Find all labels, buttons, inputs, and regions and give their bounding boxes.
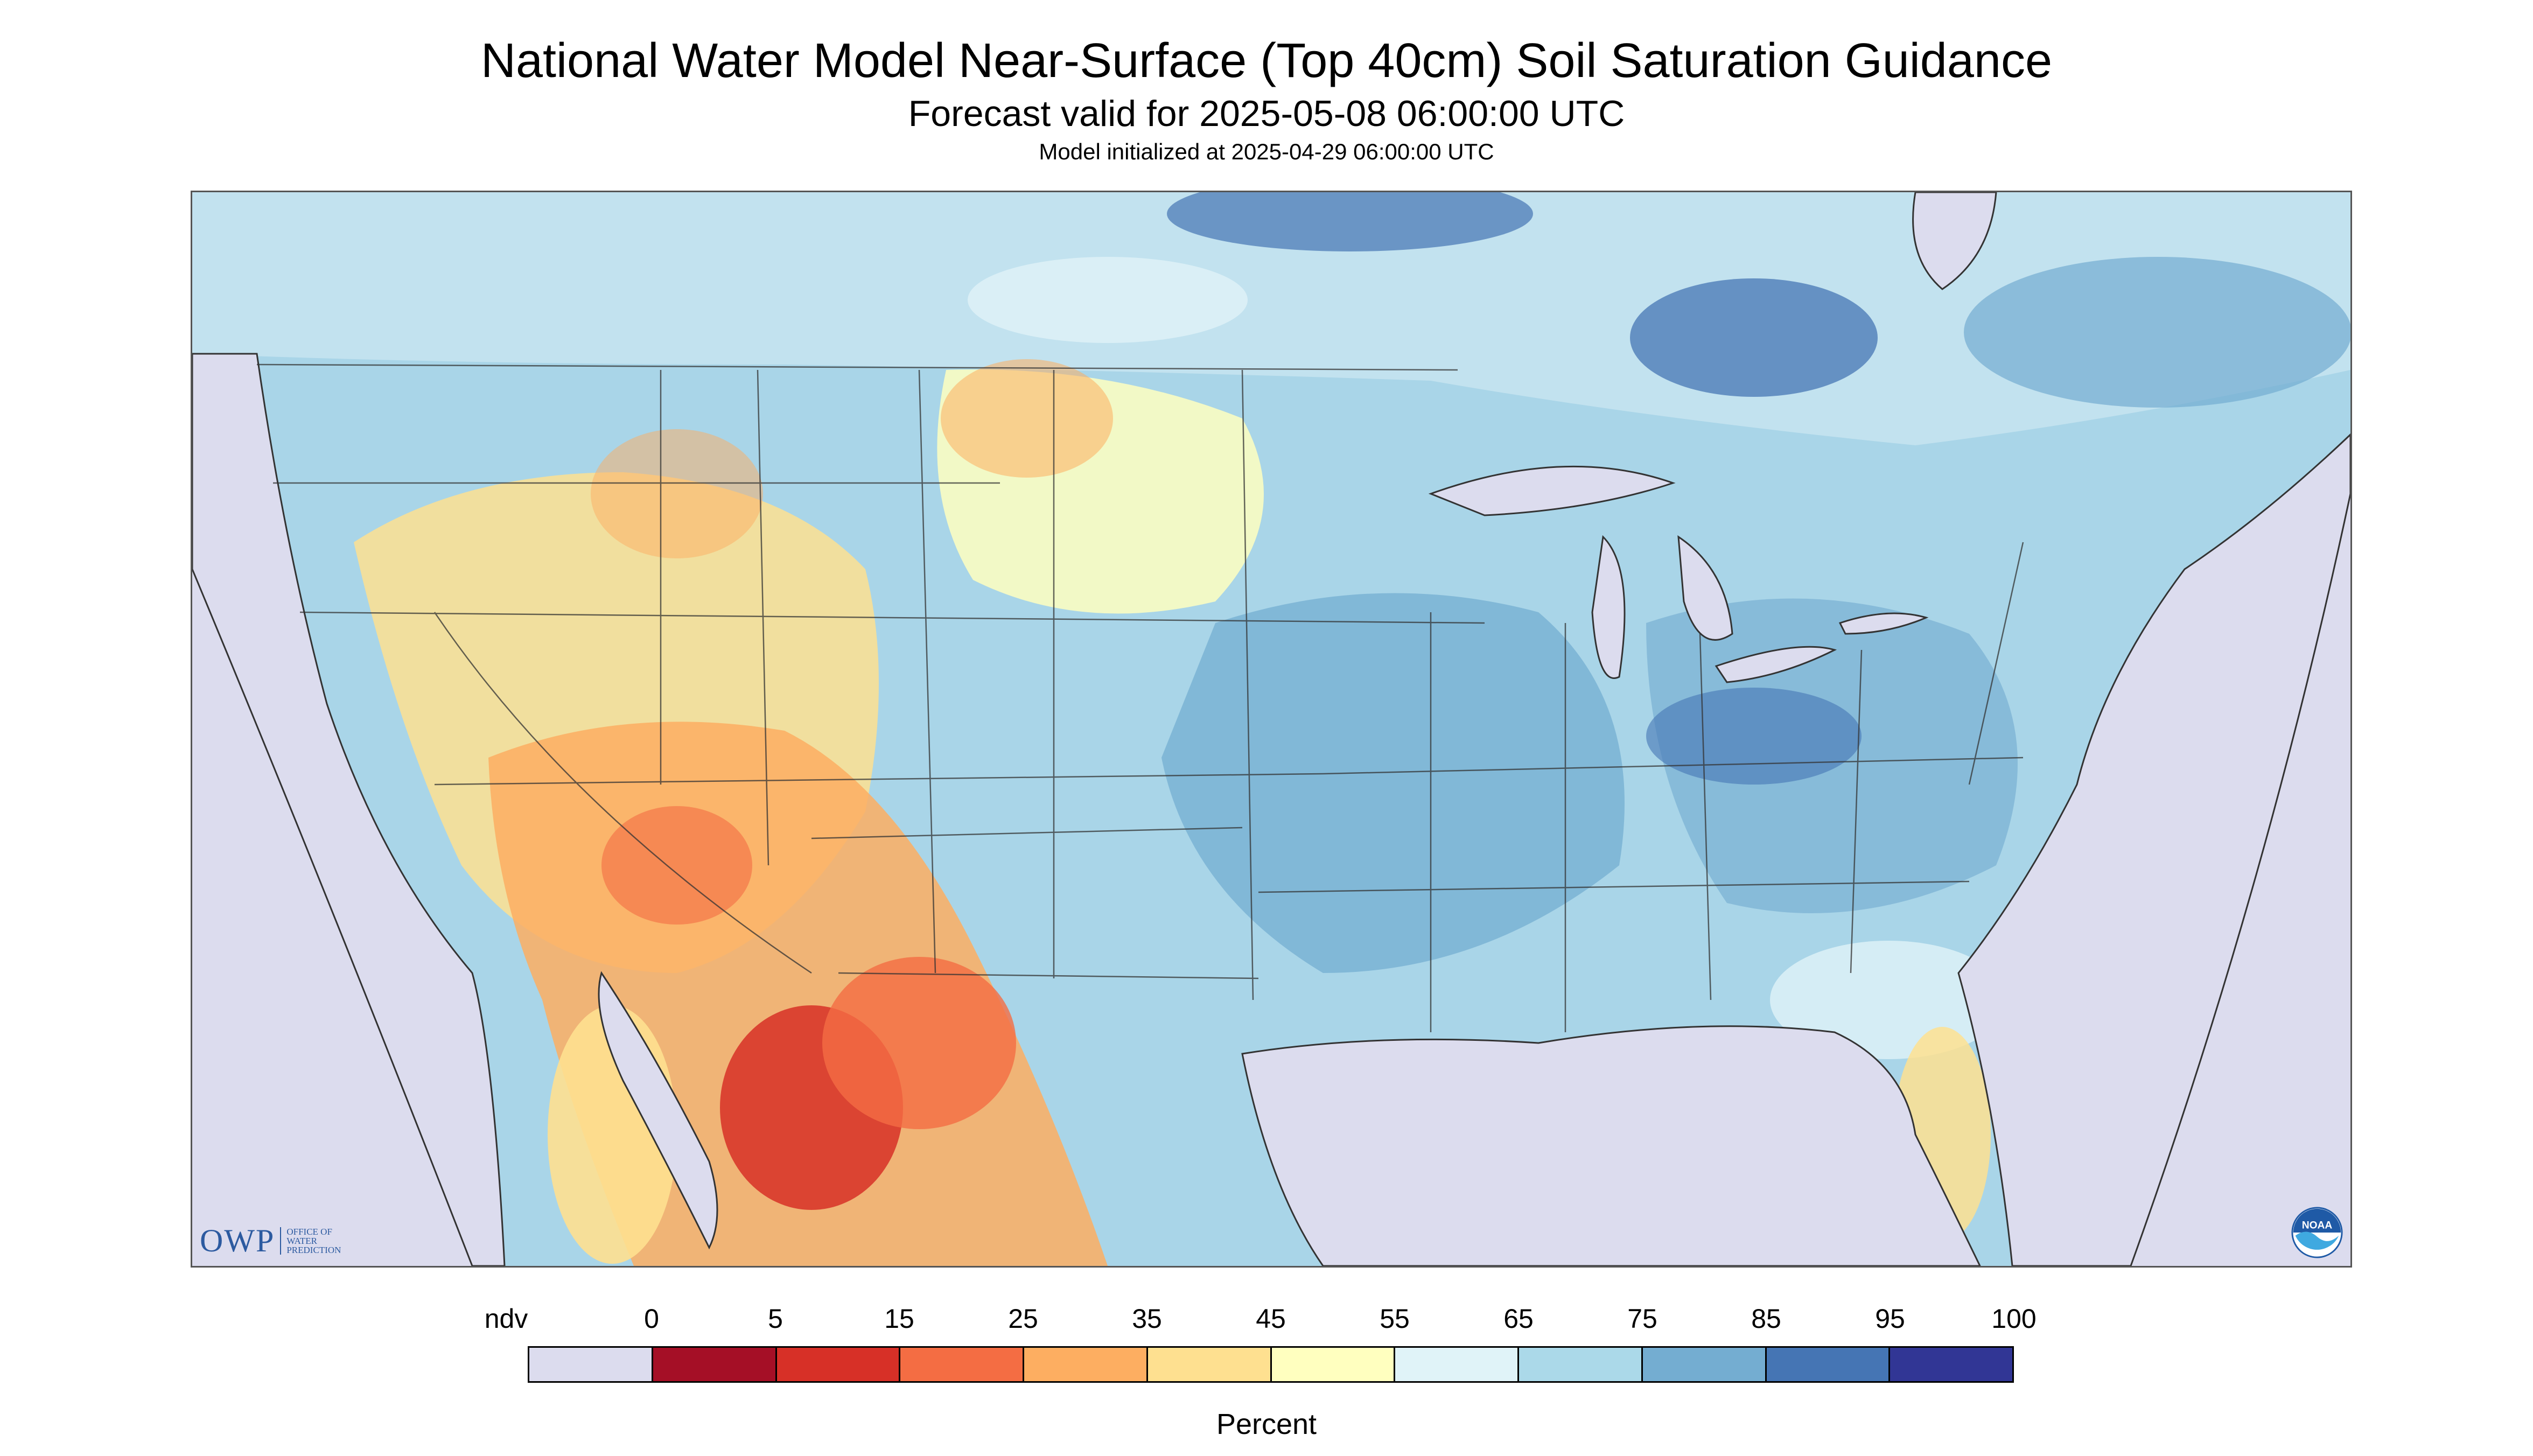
legend-swatch [1890,1348,2012,1381]
owp-logo-text: OWP [200,1223,275,1258]
lake-huron [1677,535,1733,641]
legend-unit-label: Percent [1216,1408,1317,1440]
noaa-logo-text: NOAA [2302,1220,2333,1231]
legend-colorbar [528,1346,2014,1383]
wet-area-ontario [1630,278,1878,397]
legend-swatch [529,1348,653,1381]
legend-tick-label: 55 [1380,1304,1410,1334]
wet-area-hudson [1167,192,1533,251]
model-initialized-subtitle: Model initialized at 2025-04-29 06:00:00… [1039,139,1494,164]
gulf-of-california [598,971,718,1250]
legend-tick-label: 75 [1627,1304,1657,1334]
map-title: National Water Model Near-Surface (Top 4… [480,34,2052,88]
noaa-logo: NOAA [2291,1207,2343,1258]
dry-area-saskatchewan [968,257,1248,343]
dry-area-montana [941,359,1113,478]
map-panel: OWP OFFICE OF WATER PREDICTION NOAA [191,191,2352,1268]
dry-area-arizona [601,806,752,925]
owp-logo-subtext: OFFICE OF WATER PREDICTION [280,1227,362,1255]
wet-area-quebec [1964,257,2350,408]
legend-tick-label: 0 [644,1304,659,1334]
lake-ontario [1838,612,1929,635]
legend-tick-label: 65 [1503,1304,1534,1334]
lake-erie [1715,646,1837,683]
gulf-of-mexico [1241,1025,1981,1266]
legend-swatch [1395,1348,1519,1381]
legend-tick-label: 85 [1751,1304,1781,1334]
political-boundaries [256,363,2024,1032]
legend-tick-label: 45 [1256,1304,1286,1334]
legend-swatch [1766,1348,1891,1381]
legend-tick-label: 100 [1991,1304,2037,1334]
lake-superior [1428,465,1676,516]
legend-tick-label: 35 [1132,1304,1162,1334]
legend-swatch [1024,1348,1148,1381]
wet-area-kentucky [1646,688,1862,785]
legend-swatch [653,1348,777,1381]
legend-swatch [1519,1348,1643,1381]
legend-tick-label: ndv [484,1304,528,1334]
legend-swatch [776,1348,901,1381]
forecast-valid-subtitle: Forecast valid for 2025-05-08 06:00:00 U… [908,93,1625,134]
legend-swatch [1271,1348,1396,1381]
atlantic-ocean [1957,433,2350,1266]
legend-tick-label: 5 [768,1304,783,1334]
lake-michigan [1591,535,1626,679]
owp-logo: OWP OFFICE OF WATER PREDICTION [200,1222,362,1259]
soil-saturation-map [192,192,2350,1266]
legend-swatch [900,1348,1024,1381]
legend-swatch [1642,1348,1767,1381]
legend-tick-label: 15 [884,1304,914,1334]
wet-area-central [1161,593,1625,973]
legend-tick-label: 25 [1008,1304,1038,1334]
dry-area-idaho [591,429,763,558]
legend-tick-label: 95 [1875,1304,1905,1334]
legend-swatch [1147,1348,1272,1381]
pacific-ocean [192,353,506,1266]
dry-area-chihuahua [822,957,1016,1129]
hudson-bay-shore [1912,192,1997,290]
